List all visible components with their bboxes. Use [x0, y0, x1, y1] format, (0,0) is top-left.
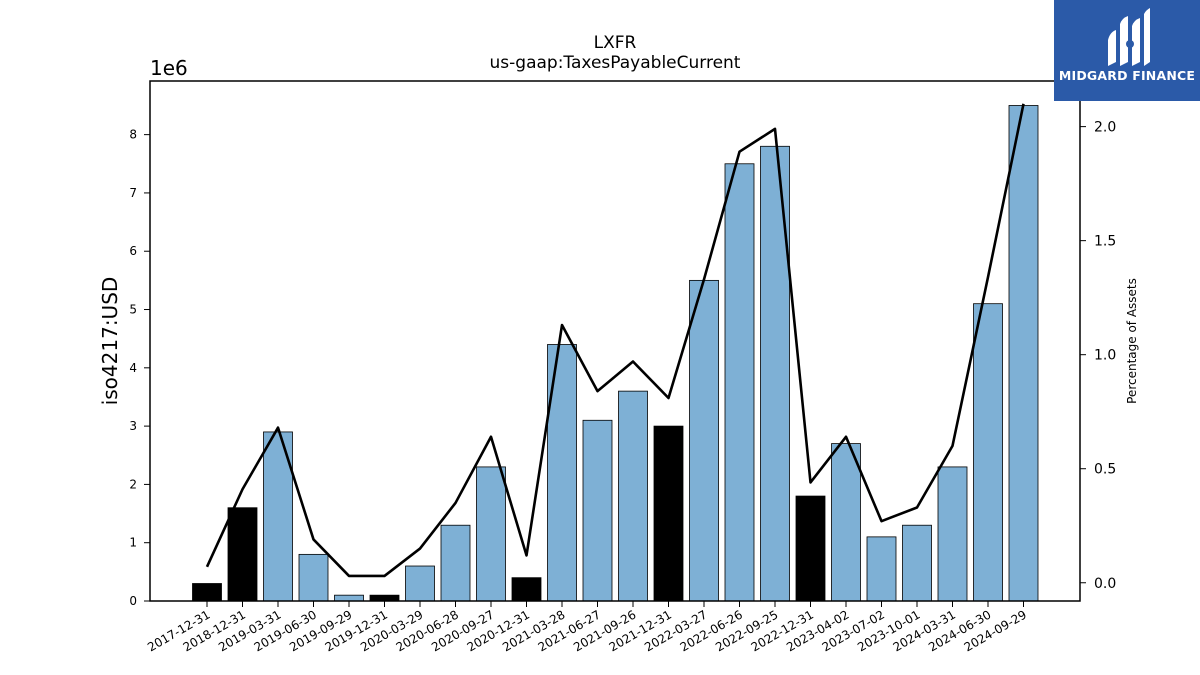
bar-2024-06-30	[973, 303, 1003, 602]
bar-2019-06-30	[298, 553, 329, 602]
y-tick-label: 7	[129, 186, 137, 200]
y-tick-label: 3	[129, 419, 137, 433]
y-tick-label: 6	[129, 244, 137, 258]
line-layer	[205, 103, 1025, 578]
bar-2021-12-31	[653, 425, 684, 602]
y2-axis-label: Percentage of Assets	[1125, 278, 1139, 404]
y-tick-label: 8	[129, 128, 137, 142]
bar-2020-03-29	[405, 565, 435, 602]
y-tick-label: 4	[129, 361, 137, 375]
y2-tick-label: 2.0	[1094, 120, 1116, 136]
chart-title: LXFR	[594, 33, 637, 53]
bar-2019-09-29	[334, 594, 364, 602]
y-tick-label: 0	[129, 594, 137, 608]
logo-mark-icon	[1108, 8, 1150, 66]
bar-2017-12-31	[192, 583, 222, 602]
y-tick-label: 1	[129, 536, 137, 550]
y-offset-label: 1e6	[150, 56, 188, 80]
bar-2022-12-31	[795, 495, 826, 602]
bar-2023-07-02	[866, 536, 897, 602]
bar-2020-06-28	[440, 524, 471, 602]
bar-2022-09-25	[760, 145, 790, 602]
bar-2019-12-31	[369, 594, 400, 602]
bar-2022-06-26	[724, 163, 755, 602]
logo-text: MIDGARD FINANCE	[1058, 68, 1196, 83]
bar-2021-09-26	[618, 390, 648, 602]
bar-2023-04-02	[831, 443, 861, 602]
y-tick-label: 5	[129, 303, 137, 317]
bar-2022-03-27	[689, 279, 719, 602]
y2-tick-label: 1.0	[1094, 348, 1116, 364]
percentage-line	[205, 103, 1025, 578]
y-tick-label: 2	[129, 477, 137, 491]
y2-tick-label: 0.5	[1094, 462, 1116, 478]
bars-layer	[192, 105, 1039, 602]
chart-subtitle: us-gaap:TaxesPayableCurrent	[490, 53, 741, 73]
bar-2021-06-27	[582, 419, 613, 602]
bar-2023-10-01	[902, 524, 932, 602]
y-axis-label: iso4217:USD	[98, 277, 122, 406]
bar-2020-12-31	[511, 577, 542, 602]
y2-tick-label: 1.5	[1094, 234, 1116, 250]
bar-2024-09-29	[1008, 105, 1039, 602]
bar-2020-09-27	[476, 466, 506, 602]
y2-tick-label: 0.0	[1094, 576, 1116, 592]
plot-frame	[149, 80, 1081, 602]
bar-2018-12-31	[227, 507, 258, 602]
bar-2024-03-31	[937, 466, 968, 602]
midgard-finance-logo: MIDGARD FINANCE	[1054, 0, 1200, 101]
